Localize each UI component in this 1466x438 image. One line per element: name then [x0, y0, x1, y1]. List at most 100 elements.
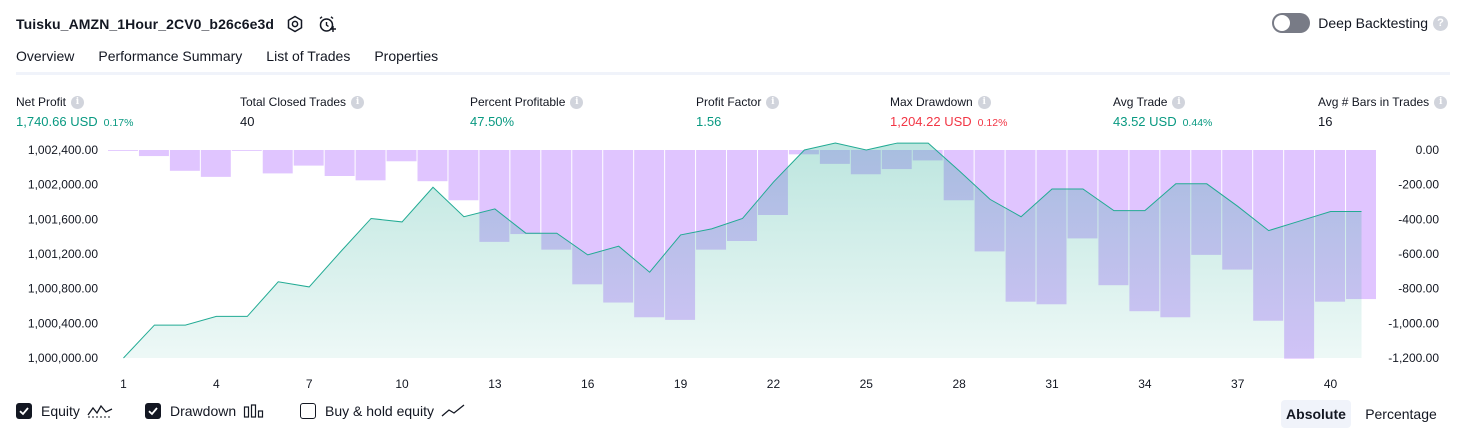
- x-tick-label: 19: [674, 377, 688, 391]
- x-tick-label: 37: [1231, 377, 1245, 391]
- info-icon[interactable]: i: [1434, 95, 1448, 109]
- strategy-title: Tuisku_AMZN_1Hour_2CV0_b26c6e3d: [16, 16, 275, 32]
- metric-value: 1,740.66 USD: [16, 114, 98, 129]
- y-right-tick-label: -800.00: [1398, 282, 1439, 296]
- metric-max-drawdown: Max Drawdown i 1,204.22 USD 0.12%: [890, 95, 1007, 129]
- drawdown-bar: [200, 150, 231, 177]
- drawdown-bars-icon: [243, 404, 265, 418]
- x-axis: 1 4 7 10 13 16 19 22 25 28 31 34 37 40: [120, 377, 1337, 391]
- equity-drawdown-chart[interactable]: 1,002,400.00 1,002,000.00 1,001,600.00 1,00…: [0, 140, 1466, 398]
- drawdown-bar: [293, 150, 324, 166]
- drawdown-bar: [417, 150, 448, 182]
- drawdown-bar: [355, 150, 386, 181]
- buy-hold-checkbox[interactable]: [300, 403, 316, 419]
- legend-label: Buy & hold equity: [325, 403, 434, 419]
- metric-value: 40: [240, 114, 255, 129]
- metric-label: Net Profit: [16, 95, 67, 109]
- y-left-tick-label: 1,000,000.00: [28, 351, 98, 365]
- deep-backtesting: Deep Backtesting ?: [1272, 13, 1448, 33]
- help-icon[interactable]: ?: [1433, 15, 1448, 31]
- metric-percent: 0.44%: [1182, 117, 1213, 129]
- metric-label: Avg # Bars in Trades: [1318, 95, 1430, 109]
- tab-list-of-trades[interactable]: List of Trades: [266, 48, 351, 64]
- x-tick-label: 7: [306, 377, 313, 391]
- gear-icon[interactable]: [284, 13, 306, 35]
- metric-value: 43.52 USD: [1113, 114, 1177, 129]
- y-left-tick-label: 1,000,400.00: [28, 316, 98, 330]
- drawdown-bar: [231, 150, 262, 151]
- y-left-tick-label: 1,000,800.00: [28, 282, 98, 296]
- drawdown-bar: [262, 150, 293, 174]
- legend-drawdown[interactable]: Drawdown: [145, 403, 265, 419]
- y-axis-left: 1,002,400.00 1,002,000.00 1,001,600.00 1,00…: [28, 143, 98, 365]
- info-icon[interactable]: i: [570, 95, 584, 109]
- x-tick-label: 40: [1324, 377, 1338, 391]
- y-left-tick-label: 1,001,600.00: [28, 212, 98, 226]
- x-tick-label: 13: [488, 377, 502, 391]
- legend-label: Drawdown: [170, 403, 237, 419]
- x-tick-label: 34: [1138, 377, 1152, 391]
- info-icon[interactable]: i: [351, 95, 365, 109]
- metric-percent: 0.12%: [977, 117, 1008, 129]
- x-tick-label: 4: [213, 377, 220, 391]
- y-right-tick-label: -400.00: [1398, 212, 1439, 226]
- drawdown-bar: [108, 150, 138, 151]
- x-tick-label: 25: [860, 377, 874, 391]
- buy-hold-line-icon: [441, 404, 465, 418]
- y-right-tick-label: -600.00: [1398, 247, 1439, 261]
- info-icon[interactable]: i: [71, 95, 85, 109]
- metric-net-profit: Net Profit i 1,740.66 USD 0.17%: [16, 95, 133, 129]
- legend-equity[interactable]: Equity: [16, 403, 113, 419]
- drawdown-bar: [510, 150, 541, 235]
- y-right-tick-label: -1,200.00: [1388, 351, 1439, 365]
- metric-percent: 0.17%: [103, 117, 134, 129]
- tab-performance-summary[interactable]: Performance Summary: [98, 48, 243, 64]
- metric-value: 1.56: [696, 114, 722, 129]
- metric-label: Percent Profitable: [470, 95, 566, 109]
- legend-label: Equity: [41, 403, 80, 419]
- equity-line: [123, 142, 1362, 359]
- metric-value: 47.50%: [470, 114, 515, 129]
- tab-divider: [16, 72, 1450, 75]
- metric-percent-profitable: Percent Profitable i 47.50%: [470, 95, 584, 129]
- y-right-tick-label: 0.00: [1416, 143, 1440, 157]
- info-icon[interactable]: i: [977, 95, 991, 109]
- percentage-toggle[interactable]: Percentage: [1365, 406, 1437, 422]
- absolute-toggle[interactable]: Absolute: [1281, 400, 1351, 428]
- metric-label: Total Closed Trades: [240, 95, 347, 109]
- y-right-tick-label: -200.00: [1398, 178, 1439, 192]
- drawdown-bar: [386, 150, 417, 162]
- equity-checkbox[interactable]: [16, 403, 32, 419]
- y-right-tick-label: -1,000.00: [1388, 316, 1439, 330]
- metric-avg-bars: Avg # Bars in Trades i 16: [1318, 95, 1448, 129]
- info-icon[interactable]: i: [766, 95, 780, 109]
- drawdown-checkbox[interactable]: [145, 403, 161, 419]
- x-tick-label: 16: [581, 377, 595, 391]
- y-axis-right: 0.00 -200.00 -400.00 -600.00 -800.00 -1,000.0…: [1388, 143, 1439, 365]
- x-tick-label: 22: [767, 377, 781, 391]
- equity-line-icon: [87, 404, 113, 418]
- y-left-tick-label: 1,002,000.00: [28, 178, 98, 192]
- metric-total-closed-trades: Total Closed Trades i 40: [240, 95, 365, 129]
- drawdown-bar: [169, 150, 200, 171]
- drawdown-bar: [324, 150, 355, 176]
- metric-profit-factor: Profit Factor i 1.56: [696, 95, 780, 129]
- y-left-tick-label: 1,001,200.00: [28, 247, 98, 261]
- equity-area: [123, 143, 1362, 358]
- metric-avg-trade: Avg Trade i 43.52 USD 0.44%: [1113, 95, 1212, 129]
- metric-value: 16: [1318, 114, 1333, 129]
- metric-label: Avg Trade: [1113, 95, 1168, 109]
- drawdown-bar: [138, 150, 169, 157]
- x-tick-label: 28: [952, 377, 966, 391]
- x-tick-label: 31: [1045, 377, 1059, 391]
- metric-value: 1,204.22 USD: [890, 114, 972, 129]
- x-tick-label: 1: [120, 377, 127, 391]
- drawdown-bar: [448, 150, 479, 201]
- metric-label: Profit Factor: [696, 95, 762, 109]
- legend-buy-hold[interactable]: Buy & hold equity: [300, 403, 465, 419]
- deep-backtesting-label: Deep Backtesting: [1318, 15, 1428, 31]
- deep-backtesting-toggle[interactable]: [1272, 13, 1311, 33]
- alarm-add-icon[interactable]: [316, 13, 338, 35]
- info-icon[interactable]: i: [1172, 95, 1186, 109]
- tab-properties[interactable]: Properties: [374, 48, 439, 64]
